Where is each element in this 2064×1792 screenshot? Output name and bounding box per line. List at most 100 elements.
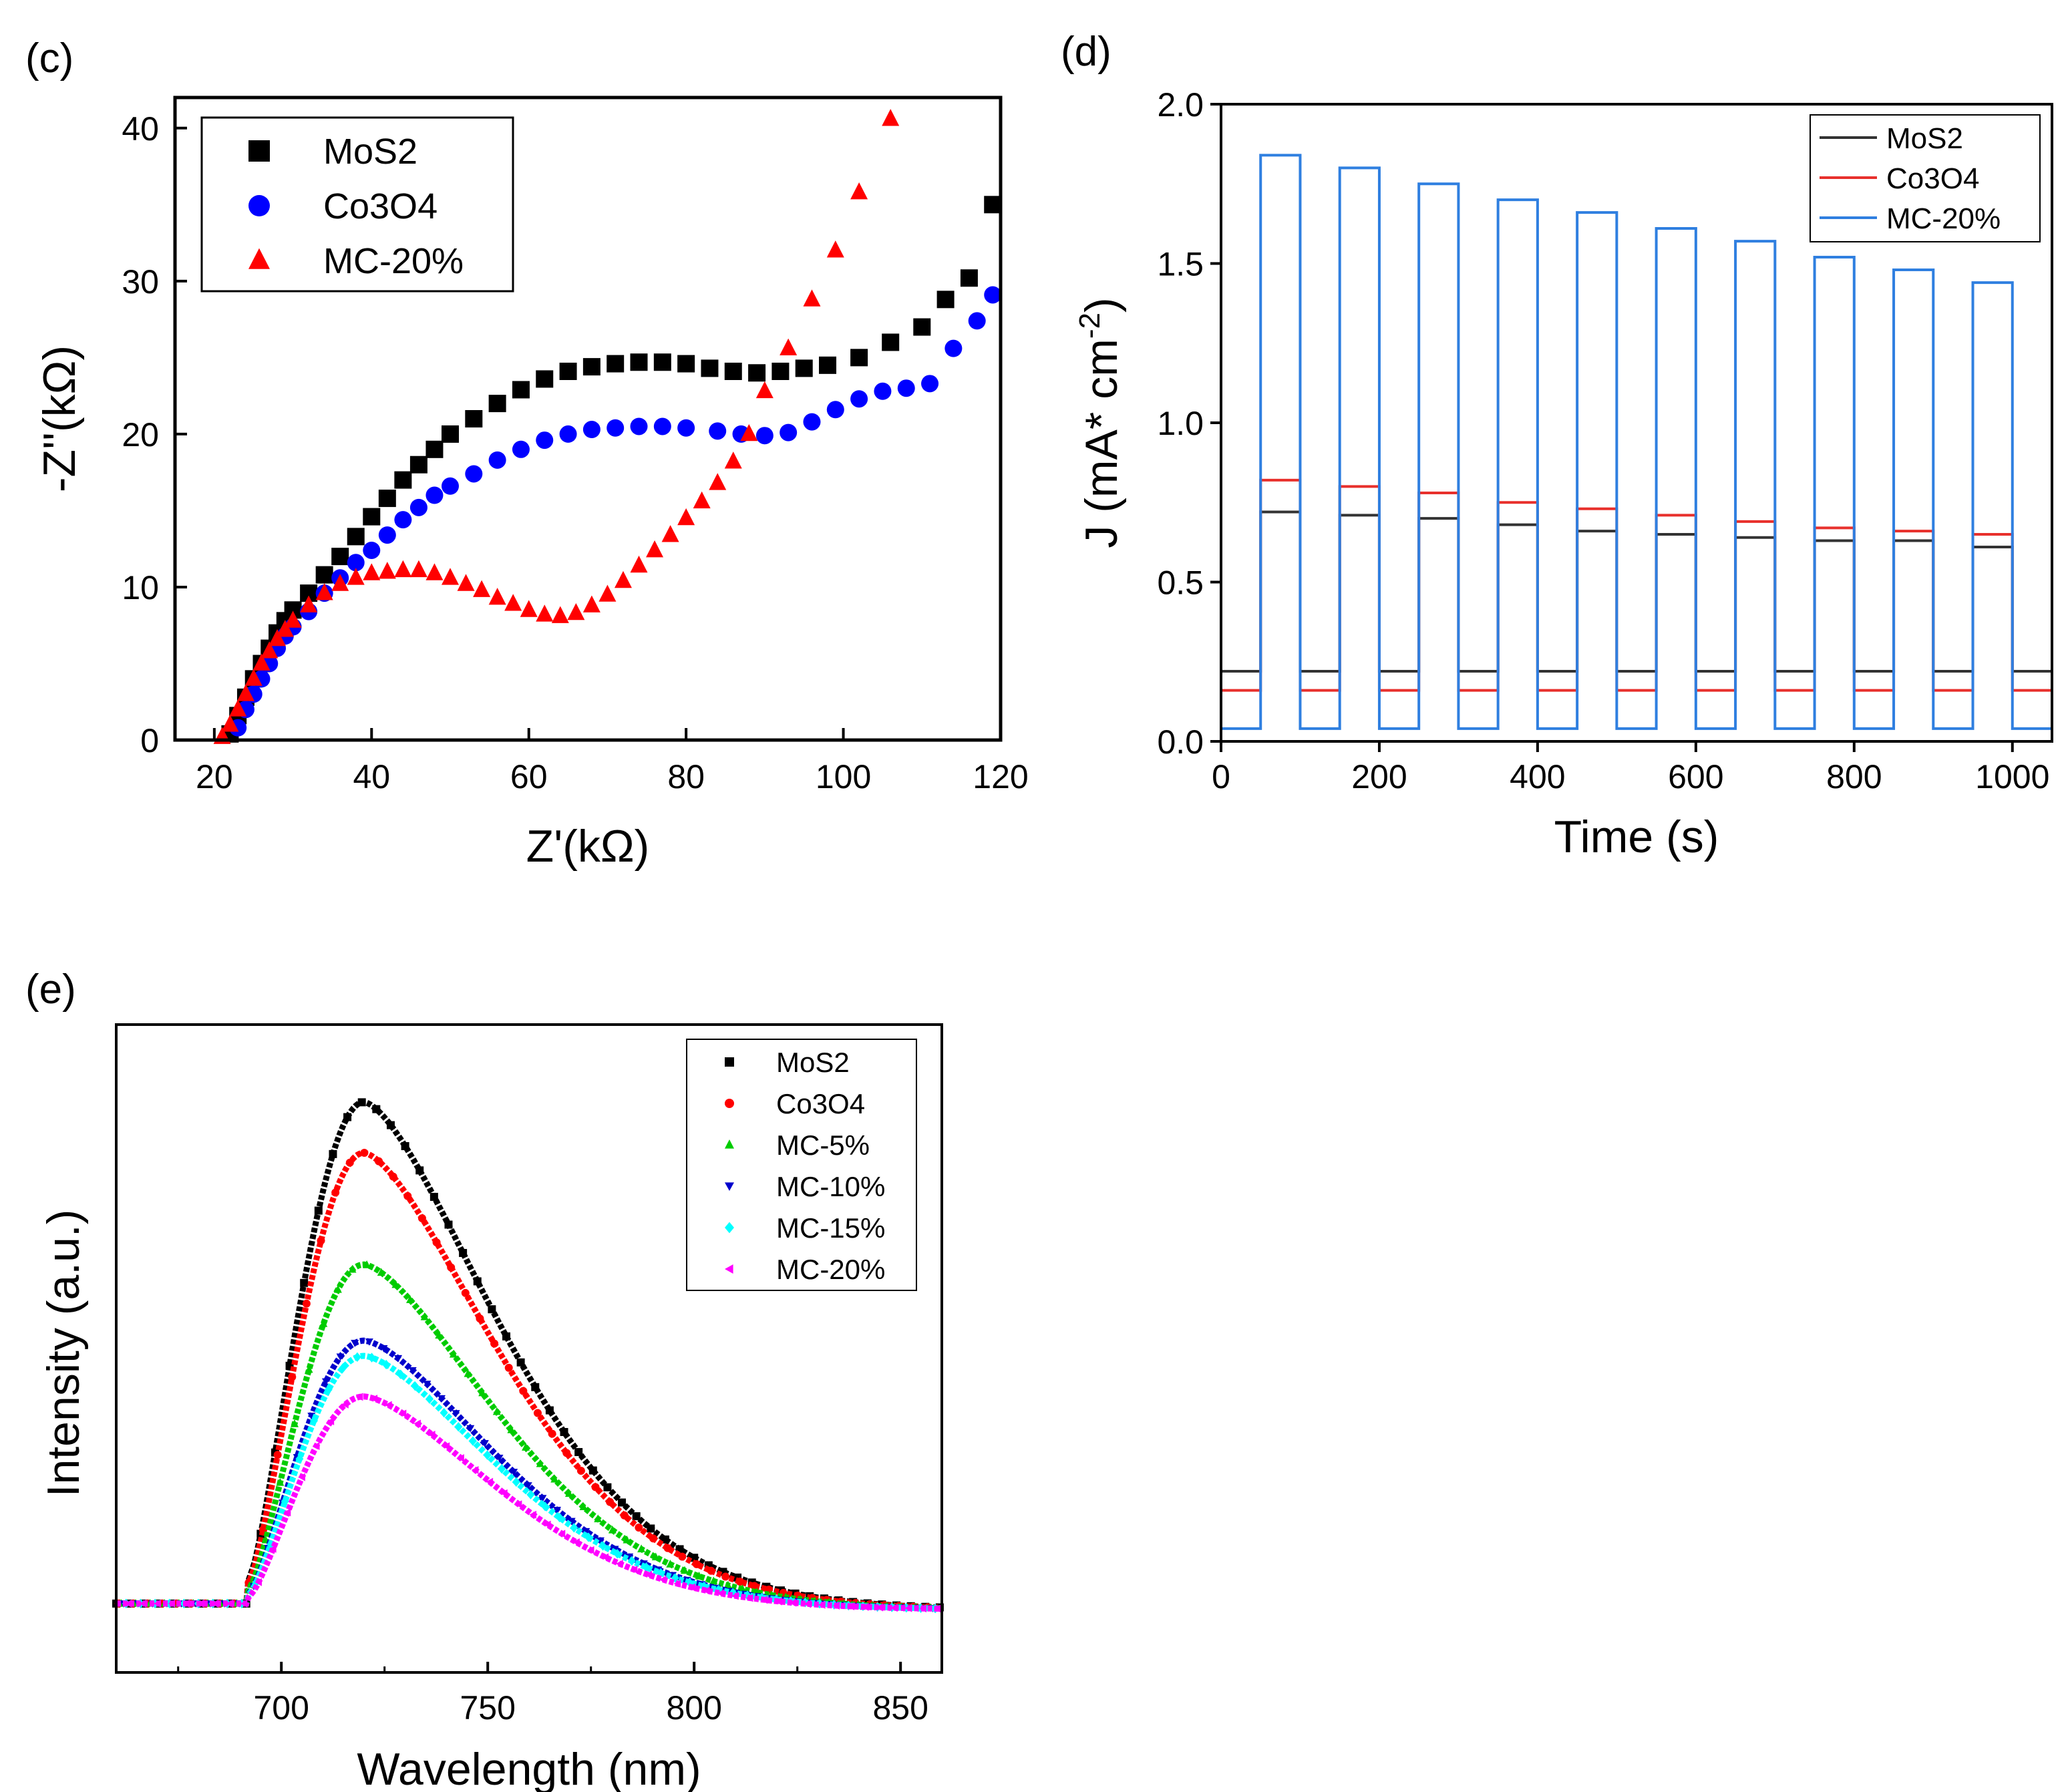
e-data-point xyxy=(403,1192,412,1200)
c-data-point xyxy=(378,562,396,579)
c-data-point xyxy=(677,355,695,373)
e-data-point xyxy=(336,1353,345,1361)
e-data-point xyxy=(468,1436,477,1446)
d-series-mos2 xyxy=(1221,510,2052,673)
c-x-tick-label: 80 xyxy=(667,758,705,795)
d-y-tick-label: 1.0 xyxy=(1157,405,1204,442)
c-data-point xyxy=(457,574,475,591)
e-data-point xyxy=(933,1604,941,1613)
c-data-point xyxy=(897,379,915,397)
c-data-point xyxy=(755,381,773,399)
c-legend-marker xyxy=(248,140,270,162)
e-data-point xyxy=(447,1263,456,1272)
e-data-point xyxy=(333,1284,342,1293)
e-data-point xyxy=(124,1599,132,1608)
e-data-point xyxy=(440,1407,448,1418)
e-data-point xyxy=(536,1459,544,1467)
e-data-point xyxy=(452,1410,460,1418)
e-series-curve xyxy=(116,1261,942,1612)
c-data-point xyxy=(661,525,679,542)
e-data-point xyxy=(348,1264,357,1273)
e-data-point xyxy=(642,1562,651,1572)
e-data-point xyxy=(321,1378,330,1386)
c-data-point xyxy=(582,595,600,612)
e-data-point xyxy=(738,1584,747,1592)
e-data-point xyxy=(688,1583,695,1592)
c-data-point xyxy=(653,353,671,371)
c-data-point xyxy=(559,425,577,443)
e-data-point xyxy=(312,1442,320,1451)
c-data-point xyxy=(488,451,506,469)
d-legend-label: MC-20% xyxy=(1886,202,2001,235)
e-data-point xyxy=(500,1489,508,1497)
panel-e-pl-spectra-plot: (e) 700 750 800 850 Wavelength (nm) Intensi… xyxy=(25,966,944,1792)
e-data-point xyxy=(363,1260,371,1268)
e-data-point xyxy=(365,1338,373,1346)
c-data-point xyxy=(826,401,844,419)
e-data-point xyxy=(596,1537,605,1545)
e-data-point xyxy=(731,1592,739,1600)
c-y-tick-label: 0 xyxy=(140,722,159,759)
c-data-point xyxy=(221,715,239,732)
e-data-point xyxy=(427,1430,436,1439)
c-data-point xyxy=(913,318,931,336)
e-data-point xyxy=(449,1349,458,1358)
e-data-point xyxy=(153,1599,161,1608)
e-data-point xyxy=(375,1157,383,1166)
panel-c-label: (c) xyxy=(25,35,73,81)
e-data-point xyxy=(558,1530,566,1538)
e-data-point xyxy=(471,1466,479,1475)
d-series-co3o4 xyxy=(1221,478,2052,692)
e-data-point xyxy=(168,1599,176,1608)
c-data-point xyxy=(409,560,427,578)
c-data-point xyxy=(607,419,625,437)
e-data-point xyxy=(904,1604,912,1612)
e-data-point xyxy=(717,1589,725,1598)
e-legend-marker xyxy=(725,1264,733,1274)
e-data-point xyxy=(606,1497,615,1506)
e-data-point xyxy=(408,1367,417,1375)
e-legend-label: MoS2 xyxy=(776,1047,850,1078)
c-y-tick-label: 30 xyxy=(122,263,159,301)
e-data-point xyxy=(437,1395,446,1403)
e-data-point xyxy=(343,1113,352,1121)
c-data-point xyxy=(803,289,821,307)
e-series-curve xyxy=(116,1149,942,1611)
e-data-point xyxy=(211,1599,219,1608)
c-legend-marker xyxy=(248,195,270,216)
panel-d-legend-items: MoS2 Co3O4 MC-20% xyxy=(1820,122,2001,235)
e-data-point xyxy=(435,1330,444,1339)
e-data-point xyxy=(300,1278,309,1287)
e-data-point xyxy=(582,1528,590,1536)
e-data-point xyxy=(574,1448,583,1457)
e-data-point xyxy=(466,1425,475,1433)
e-data-point xyxy=(490,1339,499,1348)
e-data-point xyxy=(560,1428,568,1437)
e-data-point xyxy=(735,1577,744,1586)
e-legend-marker xyxy=(725,1222,734,1234)
e-legend-label: MC-20% xyxy=(776,1254,885,1285)
e-data-point xyxy=(370,1395,378,1403)
e-data-point xyxy=(553,1507,562,1514)
e-data-point xyxy=(635,1524,643,1532)
e-data-point xyxy=(545,1406,554,1415)
e-data-point xyxy=(377,1268,385,1276)
c-data-point xyxy=(755,427,773,445)
e-data-point xyxy=(750,1582,759,1590)
e-data-point xyxy=(399,1409,407,1418)
e-data-point xyxy=(804,1600,811,1608)
panel-c-eis-plot: (c) 20 40 60 80 100 120 0 10 20 30 40 Z'(kΩ) -Z''… xyxy=(25,35,1029,872)
e-data-point xyxy=(564,1489,573,1497)
d-series-mc-20- xyxy=(1221,154,2052,730)
e-data-point xyxy=(579,1502,588,1510)
c-series-mc-20- xyxy=(213,109,900,744)
c-data-point xyxy=(771,362,790,380)
panel-d-y-axis-title: J (mA* cm-2) xyxy=(1073,297,1127,548)
c-x-tick-label: 60 xyxy=(510,758,548,795)
e-data-point xyxy=(483,1450,492,1460)
e-data-point xyxy=(429,1192,438,1201)
e-data-point xyxy=(645,1570,653,1579)
c-data-point xyxy=(968,312,986,330)
e-data-point xyxy=(550,1474,559,1483)
e-data-point xyxy=(570,1523,578,1533)
